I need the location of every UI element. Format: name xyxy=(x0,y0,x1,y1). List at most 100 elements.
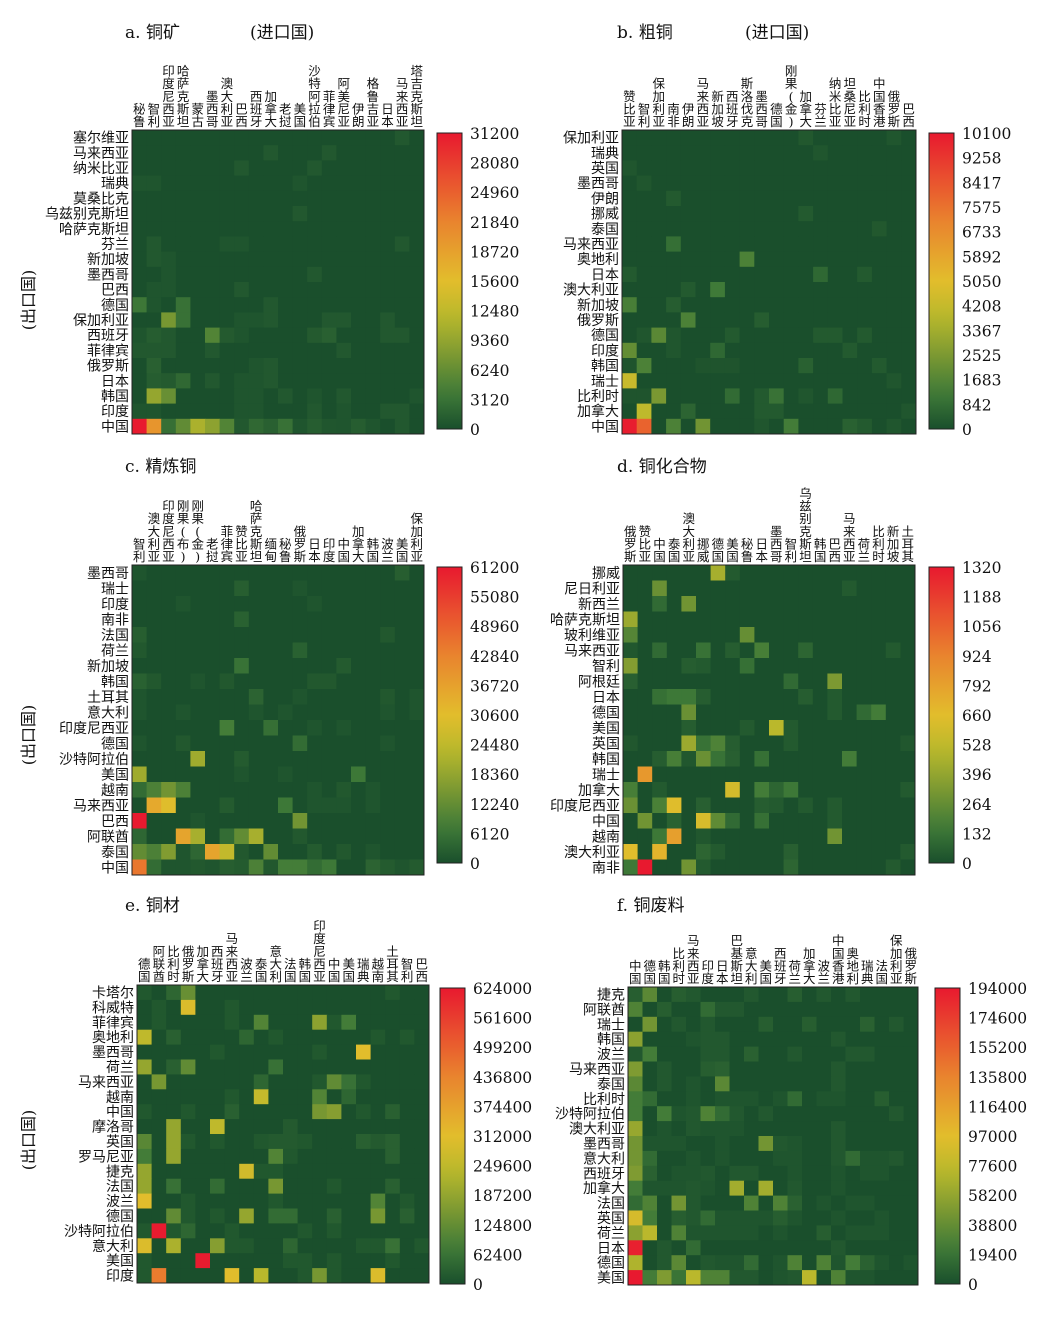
y-tick-label: 马来西亚 xyxy=(73,146,129,162)
heatmap-cell xyxy=(312,1238,328,1254)
heatmap-cell xyxy=(263,642,279,659)
heatmap-cell xyxy=(307,206,323,222)
heatmap-cell xyxy=(754,236,770,253)
heatmap-cell xyxy=(312,1104,328,1120)
heatmap-cell xyxy=(253,1134,269,1150)
heatmap-cell xyxy=(710,388,726,405)
heatmap-cell xyxy=(666,403,682,420)
heatmap-cell xyxy=(754,358,770,374)
heatmap-cell xyxy=(710,611,726,628)
heatmap-cell xyxy=(180,1238,196,1254)
heatmap-cell xyxy=(802,1136,817,1152)
y-tick-label: 韩国 xyxy=(597,1032,625,1048)
heatmap-cell xyxy=(652,751,668,767)
heatmap-cell xyxy=(710,720,726,736)
y-tick-label: 加拿大 xyxy=(583,1180,625,1197)
heatmap-cell xyxy=(190,658,206,674)
y-tick-label: 巴西 xyxy=(101,814,129,830)
heatmap-cell xyxy=(798,130,814,146)
y-tick-label: 新加坡 xyxy=(87,659,129,675)
heatmap-cell xyxy=(210,1119,226,1135)
y-tick-label: 南非 xyxy=(101,612,129,628)
heatmap-cell xyxy=(787,1165,803,1182)
heatmap-cell xyxy=(292,580,308,597)
x-tick-label: 阿美尼亚 xyxy=(337,76,350,129)
heatmap-cell xyxy=(234,642,250,659)
y-tick-label: 德国 xyxy=(101,736,129,752)
heatmap-cell xyxy=(729,1225,745,1241)
heatmap-cell xyxy=(278,266,294,283)
heatmap-cell xyxy=(351,751,367,767)
heatmap-cell xyxy=(175,145,191,161)
colorbar-tick-label: 3120 xyxy=(470,391,509,409)
heatmap-cell xyxy=(321,844,337,860)
heatmap-cell xyxy=(724,327,741,344)
heatmap-cell xyxy=(773,1225,788,1241)
heatmap-cell xyxy=(744,1255,759,1271)
heatmap-cell xyxy=(769,221,785,237)
heatmap-cell xyxy=(637,673,653,690)
heatmap-cell xyxy=(885,828,901,845)
heatmap-cell xyxy=(370,1238,386,1254)
heatmap-cell xyxy=(842,358,858,374)
heatmap-cell xyxy=(842,206,858,222)
y-tick-label: 挪威 xyxy=(592,566,620,582)
heatmap-cell xyxy=(798,720,814,736)
heatmap-cell xyxy=(725,611,741,628)
heatmap-cell xyxy=(166,1148,182,1165)
heatmap-cell xyxy=(409,221,425,237)
heatmap-cell xyxy=(190,673,206,690)
heatmap-cell xyxy=(151,1059,167,1075)
heatmap-cell xyxy=(696,720,712,736)
heatmap-cell xyxy=(137,1059,153,1075)
y-tick-label: 伊朗 xyxy=(591,191,619,207)
x-tick-label: 塔吉克斯坦 xyxy=(410,64,423,129)
heatmap-cell xyxy=(827,297,843,313)
heatmap-cell xyxy=(729,987,745,1003)
colorbar-tick-label: 374400 xyxy=(473,1098,532,1116)
x-tick-label: 老挝 xyxy=(206,536,219,564)
heatmap-cell xyxy=(827,720,843,736)
heatmap-cell xyxy=(739,403,755,420)
heatmap-cell xyxy=(652,766,668,783)
heatmap-cell xyxy=(651,342,667,359)
heatmap-cell xyxy=(628,1091,643,1107)
heatmap-cell xyxy=(680,342,696,359)
heatmap-cell xyxy=(798,658,814,674)
heatmap-cell xyxy=(356,1193,372,1209)
heatmap-cell xyxy=(651,327,667,344)
x-tick-label: 西班牙 xyxy=(726,89,739,129)
y-tick-label: 德国 xyxy=(106,1209,134,1225)
heatmap-cell xyxy=(351,266,367,283)
heatmap-cell xyxy=(666,658,682,674)
heatmap-cell xyxy=(385,1238,401,1254)
colorbar-tick-label: 6240 xyxy=(470,362,509,380)
heatmap-cell xyxy=(356,1089,372,1105)
y-tick-label: 印度 xyxy=(101,597,129,613)
heatmap-cell xyxy=(856,844,872,860)
heatmap-cell xyxy=(365,642,381,659)
x-tick-label: 美国 xyxy=(726,536,739,564)
heatmap-cell xyxy=(341,1268,357,1284)
heatmap-cell xyxy=(686,1225,701,1241)
heatmap-cell xyxy=(409,673,425,690)
x-tick-label: 西班牙 xyxy=(250,89,263,129)
heatmap-cell xyxy=(292,859,308,876)
y-tick-label: 捷克 xyxy=(106,1164,134,1180)
y-tick-label: 西班牙 xyxy=(583,1166,625,1182)
colorbar-tick-label: 4208 xyxy=(962,298,1001,316)
heatmap-cell xyxy=(409,658,425,674)
heatmap-cell xyxy=(137,1029,153,1046)
heatmap-cell xyxy=(161,627,177,643)
heatmap-cell xyxy=(773,1061,788,1077)
y-tick-label: 比利时 xyxy=(583,1092,625,1108)
heatmap-cell xyxy=(739,130,755,146)
heatmap-cell xyxy=(813,297,829,313)
heatmap-cell xyxy=(219,327,235,344)
heatmap-cell xyxy=(248,658,264,674)
heatmap-cell xyxy=(845,1165,861,1182)
x-tick-label: 意大利 xyxy=(269,944,282,984)
heatmap-cell xyxy=(219,145,235,161)
heatmap-cell xyxy=(860,1106,875,1122)
heatmap-cell xyxy=(180,1253,196,1269)
